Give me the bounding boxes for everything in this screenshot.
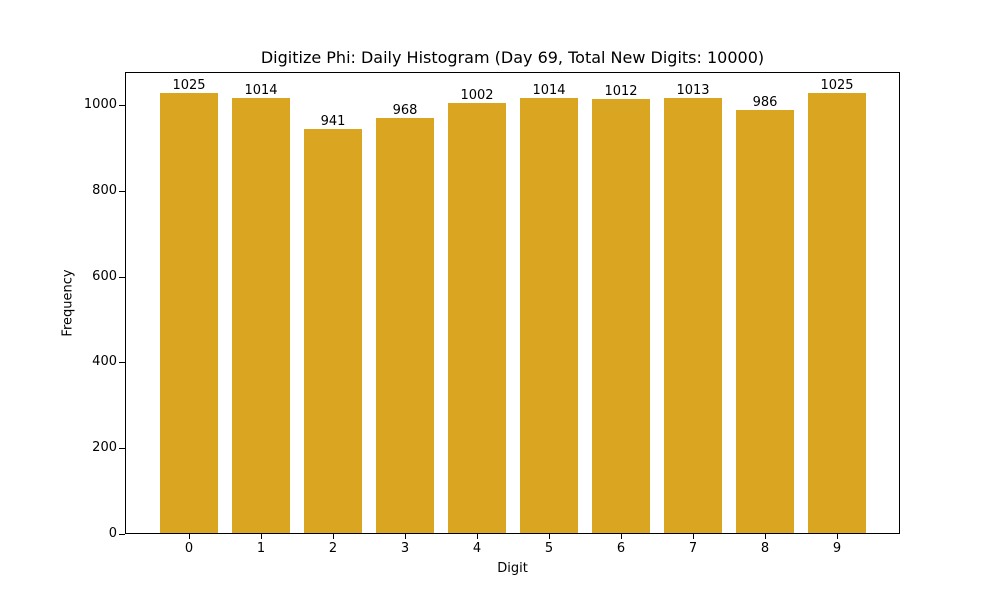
x-tick [549, 534, 550, 539]
y-tick-label: 800 [92, 182, 117, 198]
y-tick-label: 600 [92, 268, 117, 284]
y-tick-label: 400 [92, 354, 117, 370]
x-tick [333, 534, 334, 539]
x-tick-label: 1 [256, 541, 266, 556]
x-tick-label: 9 [832, 541, 842, 556]
x-tick [765, 534, 766, 539]
x-tick [261, 534, 262, 539]
y-tick-label: 200 [92, 440, 117, 456]
x-tick-label: 3 [400, 541, 410, 556]
bar-digit-1 [232, 98, 290, 533]
bar-digit-0 [160, 93, 218, 533]
y-tick-label: 0 [108, 526, 117, 541]
bar-digit-9 [808, 93, 866, 533]
bar-value-label: 1025 [820, 78, 854, 94]
bar-value-label: 1014 [532, 82, 566, 98]
bar-value-label: 941 [320, 114, 346, 130]
bar-digit-2 [304, 129, 362, 533]
bar-value-label: 968 [392, 102, 418, 118]
bar-value-label: 986 [752, 95, 778, 110]
x-tick-label: 4 [472, 541, 482, 556]
bar-digit-5 [520, 98, 578, 533]
bar-value-label: 1013 [676, 83, 710, 99]
x-tick [477, 534, 478, 539]
bar-digit-8 [736, 110, 794, 533]
x-axis-title: Digit [497, 561, 528, 576]
x-tick-label: 2 [328, 541, 338, 556]
x-tick [189, 534, 190, 539]
y-tick [119, 190, 125, 192]
bar-digit-4 [448, 103, 506, 533]
bar-value-label: 1012 [604, 83, 638, 99]
y-tick [119, 362, 125, 364]
y-tick [119, 534, 125, 535]
y-tick [119, 105, 125, 106]
plot-area [125, 72, 900, 534]
y-tick-label: 1000 [83, 97, 117, 112]
y-tick [119, 276, 125, 278]
y-tick [119, 448, 125, 450]
bar-value-label: 1025 [172, 78, 206, 94]
bar-value-label: 1014 [244, 82, 278, 98]
x-tick-label: 5 [544, 541, 554, 556]
bar-value-label: 1002 [460, 88, 494, 104]
x-tick-label: 8 [760, 541, 770, 556]
x-tick-label: 7 [688, 541, 698, 556]
x-tick [405, 534, 406, 539]
chart-title: Digitize Phi: Daily Histogram (Day 69, T… [260, 48, 765, 67]
bar-digit-6 [592, 98, 650, 533]
x-tick-label: 0 [184, 541, 194, 556]
bar-digit-7 [664, 98, 722, 533]
x-tick [621, 534, 622, 539]
y-axis-title: Frequency [60, 269, 76, 337]
x-tick [837, 534, 838, 539]
bar-digit-3 [376, 117, 434, 533]
x-tick [693, 534, 694, 539]
x-tick-label: 6 [616, 541, 626, 556]
